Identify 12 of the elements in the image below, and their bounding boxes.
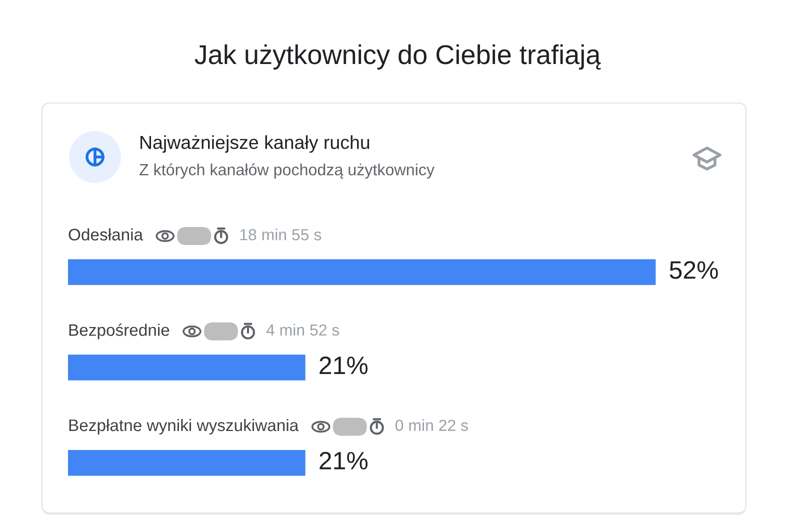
annotation: 4 min 52 s	[266, 324, 340, 336]
annotation: 18 min 55 s	[240, 228, 322, 240]
annotation: 0 min 22 s	[396, 419, 468, 432]
y-tick-label: Bezpłatne wyniki wyszukiwania	[69, 418, 299, 434]
chart-subtitle: Najważniejsze kanały ruchu	[140, 135, 370, 153]
data-label: 21%	[320, 452, 368, 470]
data-label: 52%	[670, 261, 718, 279]
chart-title: Jak użytkownicy do Ciebie trafiają	[194, 44, 601, 70]
y-tick-label: Odesłania	[68, 228, 144, 241]
text: Z których kanałów pochodzą użytkownicy	[140, 163, 434, 179]
y-tick-label: Bezpośrednie	[69, 324, 170, 340]
data-label: 21%	[320, 356, 368, 374]
